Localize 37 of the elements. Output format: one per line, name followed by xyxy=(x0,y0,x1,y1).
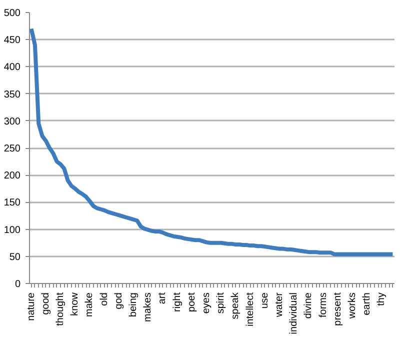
x-tick-label: water xyxy=(274,292,286,318)
y-tick-label: 50 xyxy=(9,252,21,263)
x-tick-label: speak xyxy=(230,292,242,320)
x-tick-label: makes xyxy=(142,292,154,322)
line-series xyxy=(30,26,394,256)
x-tick-label: divine xyxy=(303,292,314,319)
y-tick-label: 0 xyxy=(14,279,21,290)
x-tick-label: god xyxy=(113,292,124,310)
x-tick-label: good xyxy=(40,292,52,315)
y-tick-label: 150 xyxy=(4,198,21,209)
x-tick-label: present xyxy=(332,292,344,326)
x-tick-label: old xyxy=(98,292,110,306)
x-tick-label: art xyxy=(157,292,168,304)
x-tick-label: works xyxy=(347,292,358,320)
x-tick-label: right xyxy=(172,292,183,312)
x-tick-label: thy xyxy=(376,292,388,306)
y-tick-label: 450 xyxy=(4,35,21,46)
y-tick-label: 200 xyxy=(4,170,21,182)
x-tick-label: poet xyxy=(186,292,198,312)
y-tick-label: 100 xyxy=(4,224,21,236)
y-tick-label: 350 xyxy=(4,89,21,100)
x-tick-label: being xyxy=(128,292,140,317)
x-tick-label: make xyxy=(84,292,96,317)
x-tick-label: thought xyxy=(55,292,66,326)
x-tick-label: earth xyxy=(362,292,373,316)
x-tick-label: eyes xyxy=(201,292,212,314)
x-tick-label: forms xyxy=(318,292,329,318)
x-tick-label: use xyxy=(259,292,270,309)
x-tick-label: nature xyxy=(26,292,37,321)
y-tick-label: 400 xyxy=(4,62,21,74)
y-tick-label: 500 xyxy=(4,8,21,19)
x-tick-label: intellect xyxy=(244,292,256,326)
x-tick-label: know xyxy=(70,292,81,316)
x-tick-label: spirit xyxy=(216,292,227,314)
y-tick-label: 300 xyxy=(4,116,21,128)
y-tick-label: 250 xyxy=(4,144,21,154)
x-tick-label: individual xyxy=(288,292,300,334)
